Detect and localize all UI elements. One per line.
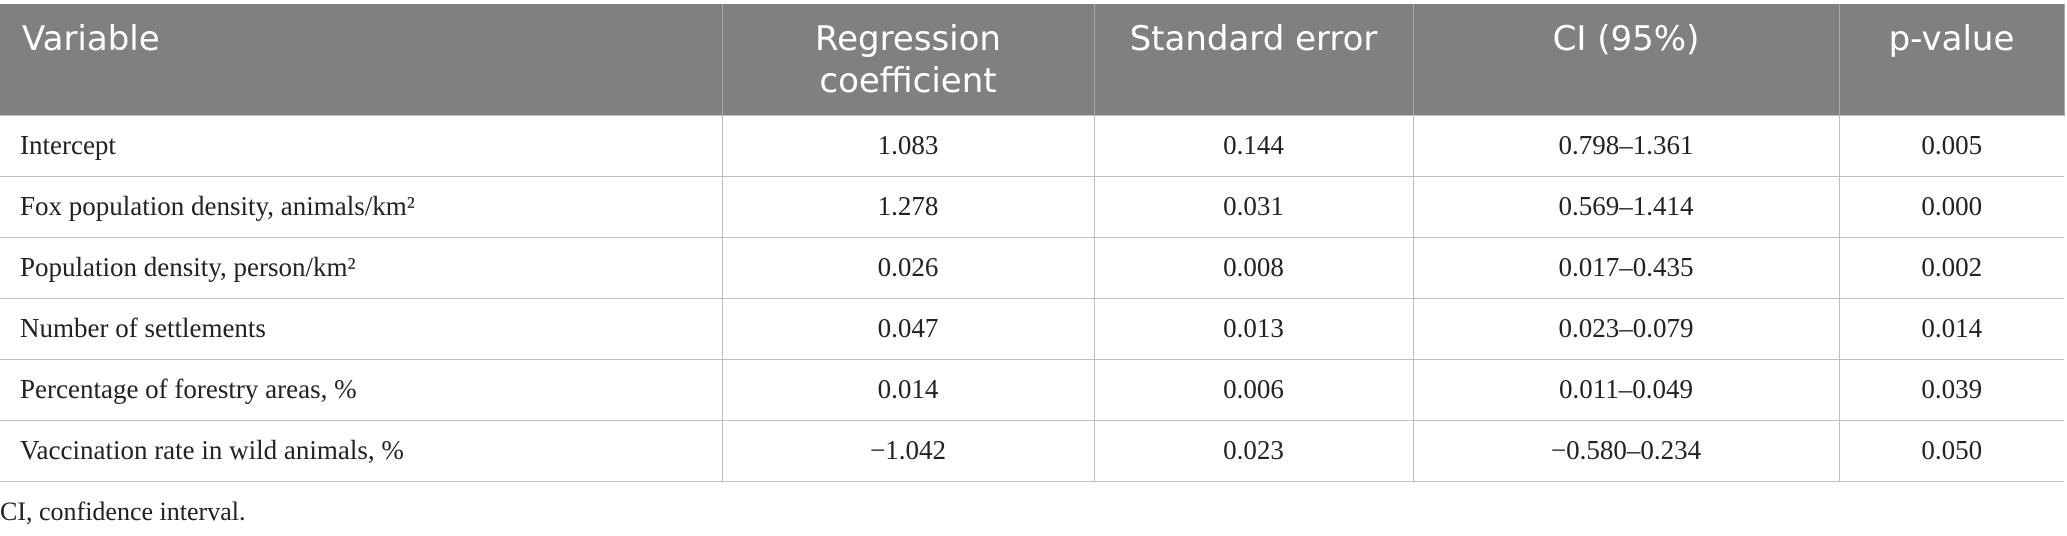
table-row: Number of settlements 0.047 0.013 0.023–0.0… [0, 297, 2064, 360]
table-cell: 0.002 [1838, 236, 2064, 299]
table-cell: 0.039 [1838, 358, 2064, 421]
table-cell: 0.017–0.435 [1412, 236, 1840, 299]
table-cell: 0.031 [1093, 175, 1414, 238]
table-cell: −1.042 [721, 419, 1095, 482]
table-row: Fox population density, animals/km² 1.278… [0, 175, 2064, 238]
table-cell: 0.011–0.049 [1412, 358, 1840, 421]
table-cell: 1.278 [721, 175, 1095, 238]
table-cell: 0.047 [721, 297, 1095, 360]
table-cell: 0.144 [1093, 114, 1414, 177]
table-row: Population density, person/km² 0.026 0.008… [0, 236, 2064, 299]
header-cell: Standard error [1094, 4, 1414, 115]
footnote: CI, confidence interval. [0, 497, 246, 526]
table-cell: 0.013 [1093, 297, 1414, 360]
table-cell: Percentage of forestry areas, % [0, 358, 723, 421]
header-row: Variable Regression coefficient Standard e… [0, 4, 2065, 115]
table-cell: 0.014 [721, 358, 1095, 421]
table-cell: 1.083 [721, 114, 1095, 177]
table-cell: Intercept [0, 114, 723, 177]
results-table: Variable Regression coefficient Standard e… [0, 4, 2065, 482]
table-cell: 0.023 [1093, 419, 1414, 482]
table-cell: 0.008 [1093, 236, 1414, 299]
header-cell: CI (95%) [1413, 4, 1840, 115]
table-cell: 0.026 [721, 236, 1095, 299]
table-cell: 0.000 [1838, 175, 2064, 238]
table-cell: Vaccination rate in wild animals, % [0, 419, 723, 482]
table-cell: 0.050 [1838, 419, 2064, 482]
header-cell: Variable [0, 4, 723, 115]
table-cell: 0.023–0.079 [1412, 297, 1840, 360]
table-cell: Number of settlements [0, 297, 723, 360]
table-cell: 0.014 [1838, 297, 2064, 360]
table-cell: 0.005 [1838, 114, 2064, 177]
table-body: Intercept 1.083 0.144 0.798–1.361 0.005 Fox p… [0, 114, 2064, 482]
table-row: Vaccination rate in wild animals, % −1.04… [0, 419, 2064, 482]
header-cell: p-value [1839, 4, 2065, 115]
table-cell: 0.798–1.361 [1412, 114, 1840, 177]
table-cell: −0.580–0.234 [1412, 419, 1840, 482]
table-row: Intercept 1.083 0.144 0.798–1.361 0.005 [0, 114, 2064, 177]
table-cell: Fox population density, animals/km² [0, 175, 723, 238]
table-cell: Population density, person/km² [0, 236, 723, 299]
table-cell: 0.006 [1093, 358, 1414, 421]
table-cell: 0.569–1.414 [1412, 175, 1840, 238]
header-cell: Regression coefficient [722, 4, 1095, 115]
table-row: Percentage of forestry areas, % 0.014 0.00… [0, 358, 2064, 421]
